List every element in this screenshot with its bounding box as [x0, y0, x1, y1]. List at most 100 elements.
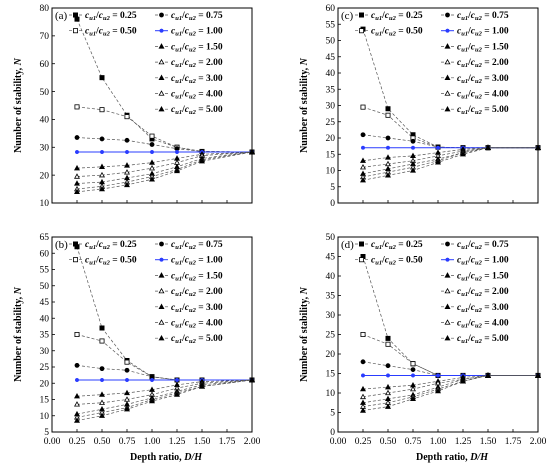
- x-tick-label: 1.50: [194, 437, 211, 447]
- y-tick-label: 30: [326, 311, 336, 321]
- legend-marker: [444, 319, 451, 325]
- legend-marker: [158, 105, 165, 112]
- x-tick-label: 0.75: [405, 437, 422, 447]
- legend-marker: [358, 241, 364, 247]
- legend-marker: [445, 28, 450, 33]
- data-point: [74, 188, 80, 195]
- x-tick-label: 2.00: [530, 437, 547, 447]
- y-axis-label: Number of stability, N: [299, 57, 310, 153]
- legend-marker: [159, 257, 164, 262]
- legend-marker: [73, 28, 79, 34]
- legend-marker: [158, 319, 165, 325]
- legend-item-5-00: cu1/cu2 = 5.00: [155, 105, 223, 116]
- y-tick-label: 10: [40, 199, 50, 209]
- x-tick-label: 1.75: [219, 437, 236, 447]
- legend-label: cu1/cu2 = 0.75: [171, 11, 223, 22]
- data-point: [360, 331, 366, 337]
- legend-label: cu1/cu2 = 0.50: [85, 27, 137, 38]
- y-tick-label: 35: [40, 331, 50, 341]
- data-point: [360, 407, 366, 413]
- legend-label: cu1/cu2 = 2.00: [457, 58, 509, 69]
- legend-marker: [158, 43, 165, 49]
- legend: cu1/cu2 = 0.25 cu1/cu2 = 0.50 cu1/cu2 = 0.…: [355, 11, 509, 116]
- chart-panel-a: 10 20 30 40 50 60 70 80 Number of stability, N (a…: [13, 4, 255, 209]
- series-4-00: [74, 148, 255, 192]
- y-tick-label: 5: [330, 409, 335, 419]
- data-point: [99, 412, 105, 418]
- legend-item-2-00: cu1/cu2 = 2.00: [441, 58, 509, 69]
- y-tick-label: 25: [326, 331, 336, 341]
- legend-item-1-00: cu1/cu2 = 1.00: [155, 256, 223, 267]
- legend-marker: [445, 241, 450, 247]
- legend-item-0-25: cu1/cu2 = 0.25: [355, 240, 423, 251]
- data-point: [385, 363, 391, 369]
- data-point: [410, 167, 416, 173]
- data-point: [174, 149, 180, 155]
- x-tick-label: 1.25: [169, 437, 186, 447]
- legend-marker: [444, 105, 451, 112]
- x-tick-label: 2.00: [244, 437, 261, 447]
- data-point: [74, 135, 80, 140]
- data-point: [149, 149, 155, 155]
- legend-label: cu1/cu2 = 1.50: [457, 271, 509, 282]
- panel-label: (c): [341, 10, 354, 22]
- legend-item-3-00: cu1/cu2 = 3.00: [441, 303, 509, 314]
- data-point: [360, 132, 366, 138]
- legend-marker: [445, 257, 450, 262]
- legend-item-5-00: cu1/cu2 = 5.00: [441, 105, 509, 116]
- legend-marker: [158, 90, 165, 96]
- data-point: [174, 167, 180, 174]
- data-point: [99, 149, 105, 155]
- legend-item-3-00: cu1/cu2 = 3.00: [155, 74, 223, 85]
- legend-label: cu1/cu2 = 0.50: [85, 256, 137, 267]
- data-point: [99, 325, 105, 331]
- series-1-00: [74, 377, 255, 383]
- data-point: [149, 142, 155, 147]
- panel-label: (b): [55, 239, 68, 251]
- y-tick-label: 80: [40, 4, 50, 14]
- legend-label: cu1/cu2 = 4.00: [457, 90, 509, 101]
- data-point: [74, 417, 80, 423]
- x-tick-label: 1.00: [144, 437, 161, 447]
- data-point: [149, 159, 155, 165]
- data-point: [485, 144, 491, 150]
- y-axis-label: Number of stability, N: [299, 286, 310, 382]
- legend: cu1/cu2 = 0.25 cu1/cu2 = 0.50 cu1/cu2 = 0.…: [69, 240, 223, 345]
- data-point: [385, 112, 391, 118]
- data-point: [99, 338, 105, 344]
- legend-label: cu1/cu2 = 1.00: [457, 256, 509, 267]
- data-point: [460, 151, 466, 157]
- legend-label: cu1/cu2 = 4.00: [171, 90, 223, 101]
- y-tick-label: 30: [326, 102, 336, 112]
- legend-item-5-00: cu1/cu2 = 5.00: [441, 334, 509, 345]
- legend-item-2-00: cu1/cu2 = 2.00: [155, 287, 223, 298]
- legend-label: cu1/cu2 = 0.25: [85, 11, 137, 22]
- x-tick-label: 1.75: [505, 437, 522, 447]
- series-0-50: [360, 104, 541, 151]
- legend-marker: [444, 43, 451, 49]
- data-point: [410, 145, 416, 150]
- data-point: [410, 367, 416, 372]
- data-point: [74, 362, 80, 368]
- legend-marker: [444, 272, 451, 278]
- legend-label: cu1/cu2 = 3.00: [457, 303, 509, 314]
- data-point: [410, 385, 416, 392]
- legend-label: cu1/cu2 = 1.50: [457, 42, 509, 53]
- y-tick-label: 10: [326, 389, 336, 399]
- legend-marker: [73, 257, 79, 263]
- x-tick-label: 1.50: [480, 437, 497, 447]
- legend-marker: [358, 257, 364, 263]
- data-point: [124, 181, 130, 188]
- chart-panel-d: 0 5 10 15 20 25 30 35 40 45 50 0.00 0.25 0.50 0.75 1.00…: [299, 233, 547, 463]
- legend-marker: [444, 287, 451, 294]
- legend-item-2-00: cu1/cu2 = 2.00: [441, 287, 509, 298]
- data-point: [435, 145, 441, 150]
- data-point: [99, 107, 105, 113]
- x-tick-label: 0.50: [380, 437, 397, 447]
- y-tick-label: 15: [326, 150, 336, 160]
- y-tick-label: 30: [40, 347, 50, 357]
- legend-label: cu1/cu2 = 1.00: [457, 27, 509, 38]
- legend-label: cu1/cu2 = 2.00: [457, 287, 509, 298]
- legend-item-3-00: cu1/cu2 = 3.00: [155, 303, 223, 314]
- y-tick-label: 40: [326, 272, 336, 282]
